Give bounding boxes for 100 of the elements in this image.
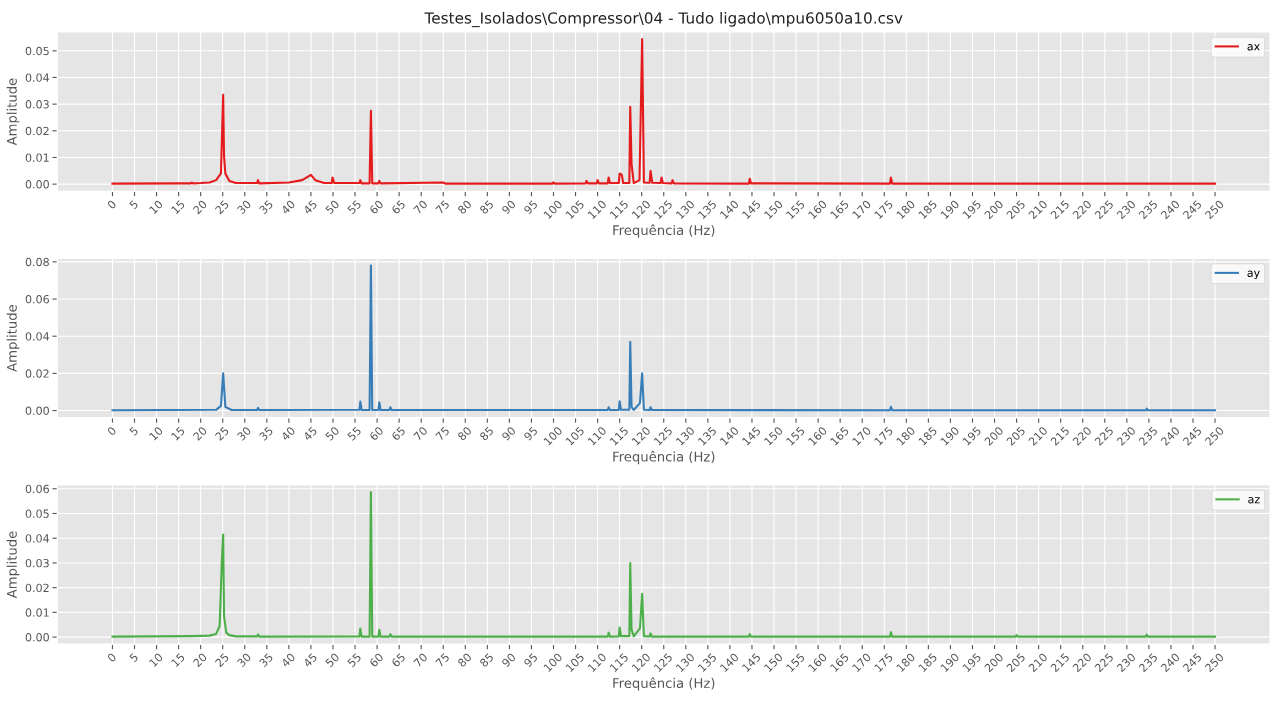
x-tick-label: 30 xyxy=(236,426,252,441)
chart-title: Testes_Isolados\Compressor\04 - Tudo ligado\mpu6050a10.csv xyxy=(424,11,903,28)
x-tick-label: 65 xyxy=(391,426,406,441)
x-tick-label: 30 xyxy=(236,199,252,215)
legend-label: ay xyxy=(1247,270,1260,280)
y-tick-label: 0.00 xyxy=(25,633,49,642)
x-tick-label: 160 xyxy=(807,199,828,220)
x-tick-label: 45 xyxy=(302,426,318,442)
x-tick-label: 25 xyxy=(214,199,230,215)
x-tick-label: 5 xyxy=(129,652,139,663)
x-tick-label: 150 xyxy=(763,199,784,220)
x-tick-label: 10 xyxy=(148,199,164,215)
x-tick-label: 85 xyxy=(479,426,494,441)
x-tick-label: 20 xyxy=(192,199,208,215)
x-tick-label: 25 xyxy=(214,652,230,668)
x-tick-label: 25 xyxy=(214,426,230,441)
line-series xyxy=(111,264,1217,412)
x-tick-label: 20 xyxy=(192,652,208,668)
y-tick-label: 0.02 xyxy=(25,126,49,136)
x-tick-label: 50 xyxy=(324,426,340,441)
x-tick-label: 60 xyxy=(368,652,384,668)
x-tick-label: 90 xyxy=(501,652,517,668)
x-axis-title: Frequência (Hz) xyxy=(613,224,715,238)
y-axis-title: Amplitude xyxy=(6,531,20,599)
x-tick-label: 0 xyxy=(106,199,117,210)
x-tick-label: 5 xyxy=(129,199,139,210)
y-tick-label: 0.04 xyxy=(25,332,50,341)
y-tick-label: 0.01 xyxy=(25,608,49,617)
x-tick-label: 95 xyxy=(523,426,539,442)
x-tick-label: 40 xyxy=(280,199,296,215)
x-tick-label: 95 xyxy=(523,652,539,668)
x-tick-label: 55 xyxy=(347,426,362,441)
x-tick-label: 180 xyxy=(896,426,916,446)
x-tick-label: 75 xyxy=(435,199,450,215)
x-tick-label: 70 xyxy=(413,199,428,215)
x-tick-label: 55 xyxy=(347,199,362,215)
x-tick-label: 70 xyxy=(413,426,428,441)
x-tick-label: 170 xyxy=(851,199,872,220)
x-tick-label: 15 xyxy=(170,426,186,441)
y-tick-label: 0.02 xyxy=(25,583,49,593)
y-tick-label: 0.00 xyxy=(25,406,49,415)
x-tick-label: 10 xyxy=(148,426,164,441)
x-tick-label: 80 xyxy=(457,426,473,441)
x-tick-label: 50 xyxy=(324,199,340,215)
legend-label: az xyxy=(1248,497,1260,504)
x-tick-label: 240 xyxy=(1160,199,1181,220)
x-tick-label: 75 xyxy=(435,426,450,441)
x-tick-label: 65 xyxy=(391,652,406,668)
x-tick-label: 180 xyxy=(896,199,916,220)
x-tick-label: 60 xyxy=(368,426,384,441)
y-tick-label: 0.03 xyxy=(25,558,49,568)
x-tick-label: 0 xyxy=(106,652,117,663)
x-tick-label: 35 xyxy=(258,426,274,441)
x-tick-label: 250 xyxy=(1204,199,1225,220)
x-tick-label: 185 xyxy=(918,426,938,446)
x-tick-label: 65 xyxy=(391,199,406,215)
y-tick-label: 0.04 xyxy=(25,73,50,82)
y-tick-label: 0.04 xyxy=(25,534,50,543)
y-tick-label: 0.02 xyxy=(25,369,49,378)
line-series xyxy=(111,38,1217,185)
x-tick-label: 40 xyxy=(280,426,296,442)
x-tick-label: 15 xyxy=(170,652,186,668)
x-tick-label: 5 xyxy=(129,426,139,436)
x-tick-label: 85 xyxy=(479,652,494,668)
x-tick-label: 45 xyxy=(302,199,318,215)
x-tick-label: 20 xyxy=(192,426,208,441)
x-tick-label: 140 xyxy=(719,199,740,220)
x-tick-label: 35 xyxy=(258,652,274,668)
x-tick-label: 45 xyxy=(302,652,318,668)
y-tick-label: 0.08 xyxy=(25,257,49,267)
x-tick-label: 80 xyxy=(457,199,473,215)
x-tick-label: 55 xyxy=(347,652,362,668)
x-tick-label: 80 xyxy=(457,652,473,668)
legend-label: ax xyxy=(1247,44,1260,51)
x-tick-label: 10 xyxy=(148,652,164,668)
x-tick-label: 50 xyxy=(324,652,340,668)
x-tick-label: 35 xyxy=(258,199,274,215)
x-tick-label: 0 xyxy=(106,426,117,437)
x-tick-label: 15 xyxy=(170,199,186,215)
y-tick-label: 0.03 xyxy=(25,100,49,109)
x-axis-title: Frequência (Hz) xyxy=(613,450,715,465)
y-tick-label: 0.00 xyxy=(25,180,49,189)
x-tick-label: 70 xyxy=(413,652,428,668)
y-tick-label: 0.05 xyxy=(25,46,49,56)
x-tick-label: 95 xyxy=(523,199,539,215)
y-tick-label: 0.05 xyxy=(25,509,49,518)
y-axis-title: Amplitude xyxy=(6,78,20,146)
x-tick-label: 60 xyxy=(368,199,384,215)
x-tick-label: 90 xyxy=(501,199,517,215)
x-tick-label: 40 xyxy=(280,652,296,668)
x-tick-label: 30 xyxy=(236,652,252,668)
line-series xyxy=(111,490,1217,638)
y-axis-title: Amplitude xyxy=(6,304,20,372)
y-tick-label: 0.06 xyxy=(25,484,49,494)
y-tick-label: 0.01 xyxy=(25,153,49,162)
x-tick-label: 75 xyxy=(435,652,450,668)
x-tick-label: 90 xyxy=(501,426,517,442)
x-axis-title: Frequência (Hz) xyxy=(613,677,715,691)
y-tick-label: 0.06 xyxy=(25,295,49,304)
x-tick-label: 85 xyxy=(479,199,494,215)
